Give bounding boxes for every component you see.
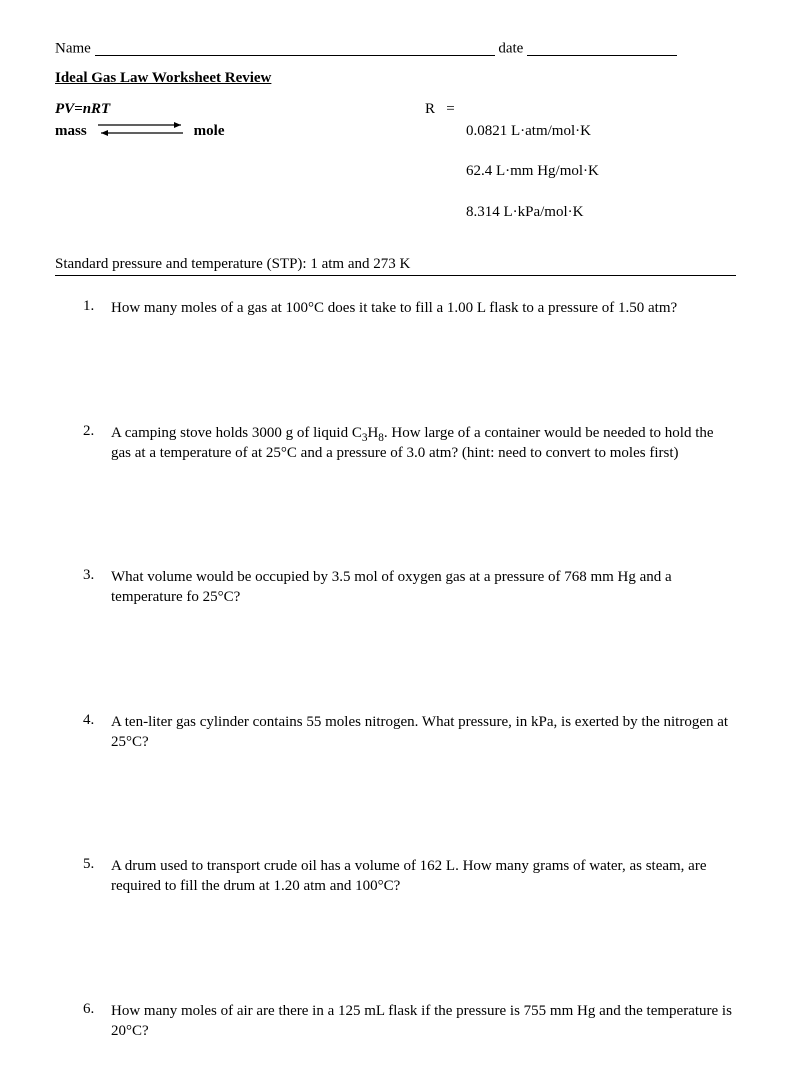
question-text: What volume would be occupied by 3.5 mol… <box>111 567 736 608</box>
divider <box>55 275 736 276</box>
question-number: 5. <box>83 856 111 897</box>
formula-row: PV=nRT mass mole R = 0.0821 L·atm/mol·K <box>55 101 736 243</box>
question-text: How many moles of air are there in a 125… <box>111 1001 736 1042</box>
r-constants: R = 0.0821 L·atm/mol·K 62.4 L·mm Hg/mol·… <box>425 101 599 243</box>
mole-label: mole <box>194 123 225 140</box>
question-list: 1. How many moles of a gas at 100°C does… <box>83 298 736 1041</box>
question-text: A ten-liter gas cylinder contains 55 mol… <box>111 712 736 753</box>
mass-label: mass <box>55 123 87 140</box>
r-label: R = <box>425 101 466 243</box>
name-blank[interactable] <box>95 41 495 56</box>
r-value-1: 0.0821 L·atm/mol·K <box>466 121 599 141</box>
formula: PV=nRT <box>55 101 425 118</box>
r-values: 0.0821 L·atm/mol·K 62.4 L·mm Hg/mol·K 8.… <box>466 101 599 243</box>
question-number: 6. <box>83 1001 111 1042</box>
stp-text: Standard pressure and temperature (STP):… <box>55 256 736 273</box>
question-text: A camping stove holds 3000 g of liquid C… <box>111 423 736 464</box>
question-text: A drum used to transport crude oil has a… <box>111 856 736 897</box>
date-blank[interactable] <box>527 41 677 56</box>
name-label: Name <box>55 41 91 57</box>
question-4: 4. A ten-liter gas cylinder contains 55 … <box>83 712 736 753</box>
question-5: 5. A drum used to transport crude oil ha… <box>83 856 736 897</box>
question-number: 1. <box>83 298 111 318</box>
header-line: Name date <box>55 38 736 58</box>
question-number: 2. <box>83 423 111 464</box>
r-value-3: 8.314 L·kPa/mol·K <box>466 202 599 222</box>
question-number: 3. <box>83 567 111 608</box>
double-arrow-icon <box>93 120 188 143</box>
mass-mole-row: mass mole <box>55 120 425 143</box>
page-title: Ideal Gas Law Worksheet Review <box>55 70 736 87</box>
question-text: How many moles of a gas at 100°C does it… <box>111 298 736 318</box>
question-3: 3. What volume would be occupied by 3.5 … <box>83 567 736 608</box>
r-value-2: 62.4 L·mm Hg/mol·K <box>466 161 599 181</box>
question-1: 1. How many moles of a gas at 100°C does… <box>83 298 736 318</box>
question-2: 2. A camping stove holds 3000 g of liqui… <box>83 423 736 464</box>
worksheet-page: Name date Ideal Gas Law Worksheet Review… <box>0 0 791 1079</box>
question-number: 4. <box>83 712 111 753</box>
date-label: date <box>498 41 523 57</box>
question-6: 6. How many moles of air are there in a … <box>83 1001 736 1042</box>
formula-left: PV=nRT mass mole <box>55 101 425 143</box>
